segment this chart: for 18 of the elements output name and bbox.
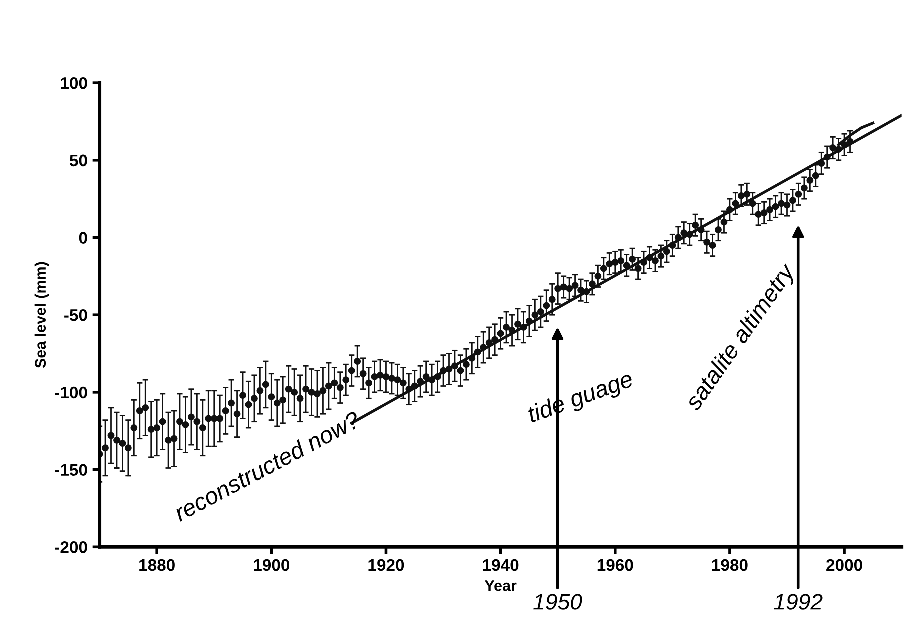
y-tick-label: 100 — [61, 77, 88, 90]
y-axis-title: Sea level (mm) — [34, 262, 50, 368]
x-tick-label: 1900 — [254, 559, 290, 572]
x-tick-label: 1920 — [368, 559, 404, 572]
x-axis-title: Year — [484, 580, 517, 592]
y-tick-label: -100 — [55, 386, 88, 399]
text: 1950 — [534, 594, 582, 610]
y-tick-label: 0 — [79, 232, 88, 244]
x-tick-label: 1960 — [598, 559, 634, 572]
y-tick-label: -200 — [55, 542, 88, 554]
y-tick-label: -150 — [55, 464, 88, 476]
y-tick-label: -50 — [64, 310, 88, 322]
x-tick-label: 2000 — [826, 559, 862, 572]
text: 1992 — [774, 594, 823, 610]
x-tick-label: 1940 — [483, 559, 519, 572]
x-tick-label: 1880 — [140, 559, 175, 572]
y-tick-label: 50 — [70, 154, 88, 167]
x-tick-label: 1980 — [712, 559, 748, 572]
